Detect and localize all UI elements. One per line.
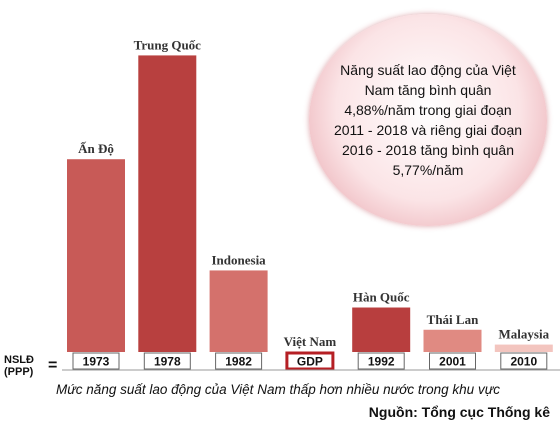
y-axis-label-eq: = <box>48 357 58 374</box>
bar-label-5: Thái Lan <box>427 312 479 327</box>
year-tag-box-3 <box>285 351 335 371</box>
year-tag-box-2 <box>215 352 263 370</box>
year-tag-box-1 <box>143 352 191 370</box>
bar-label-6: Malaysia <box>499 327 550 342</box>
year-tag-2: 1982 <box>225 355 252 369</box>
y-axis-label-line1: NSLĐ <box>4 354 34 366</box>
bar-label-1: Trung Quốc <box>134 37 202 52</box>
bar-label-3: Việt Nam <box>284 334 337 349</box>
year-tag-box-0 <box>72 352 120 370</box>
bar-1 <box>138 55 197 352</box>
chart-caption: Mức năng suất lao động của Việt Nam thấp… <box>56 382 500 397</box>
year-tag-5: 2001 <box>439 355 466 369</box>
bar-4 <box>352 307 411 352</box>
year-tag-box-4 <box>357 352 405 370</box>
bar-label-2: Indonesia <box>211 252 266 267</box>
bar-label-0: Ấn Độ <box>78 141 114 156</box>
callout-bubble: Năng suất lao động của Việt Nam tăng bìn… <box>309 14 547 226</box>
year-tag-3: GDP <box>297 355 323 369</box>
callout-text: Năng suất lao động của Việt Nam tăng bìn… <box>333 62 523 178</box>
year-tag-6: 2010 <box>510 355 537 369</box>
y-axis-label: NSLĐ (PPP) = <box>4 354 57 378</box>
year-tag-1: 1978 <box>154 355 181 369</box>
bar-0 <box>67 159 125 352</box>
bar-label-4: Hàn Quốc <box>353 290 410 305</box>
year-tag-0: 1973 <box>83 355 110 369</box>
source-note: Nguồn: Tổng cục Thống kê <box>368 404 550 420</box>
bar-2 <box>209 270 268 352</box>
y-axis-label-line2: (PPP) <box>4 366 34 378</box>
year-tag-box-6 <box>500 352 548 370</box>
bar-6 <box>494 344 553 352</box>
year-tag-box-5 <box>429 352 476 370</box>
year-tag-4: 1992 <box>368 355 395 369</box>
bar-5 <box>423 329 482 352</box>
